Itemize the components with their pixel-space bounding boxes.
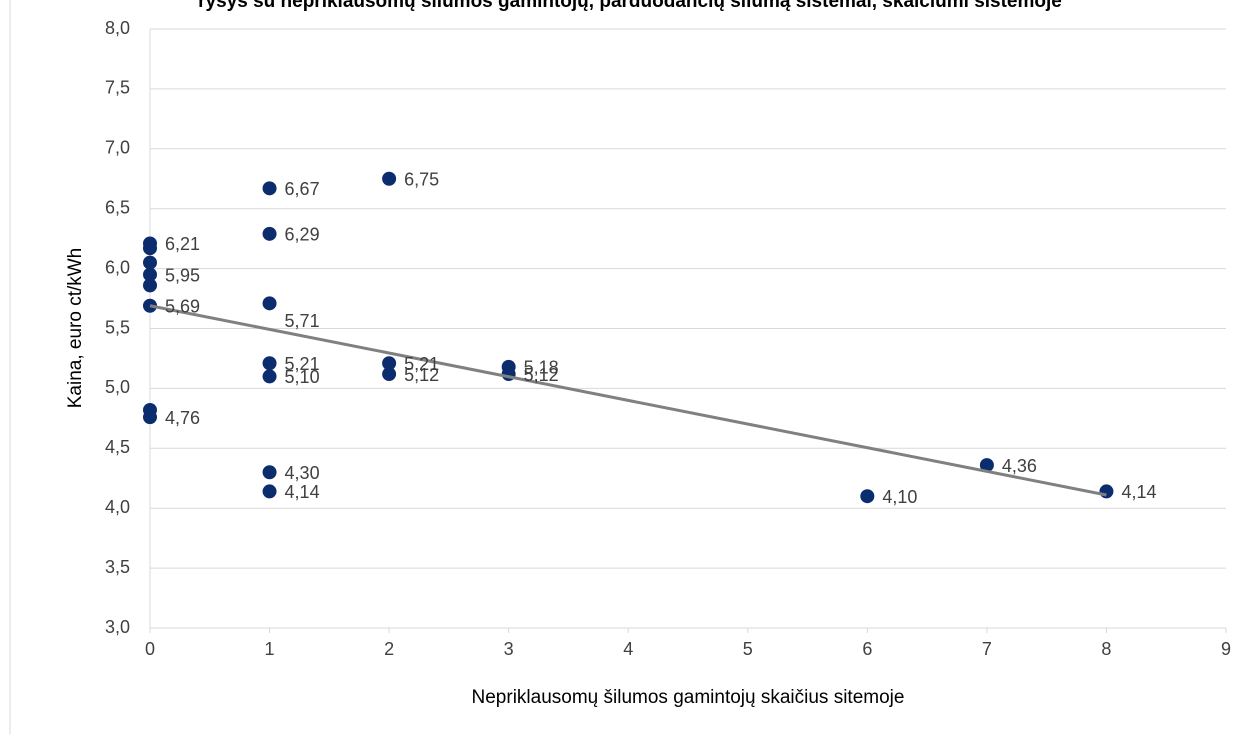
data-point — [143, 241, 157, 256]
y-tick-label: 7,5 — [105, 78, 130, 98]
data-label: 5,12 — [404, 365, 439, 385]
data-point — [262, 484, 277, 499]
data-label: 5,21 — [285, 354, 320, 374]
x-tick-label: 2 — [384, 639, 394, 659]
data-point — [143, 278, 157, 293]
data-label: 5,12 — [524, 365, 559, 385]
y-tick-label: 6,5 — [105, 197, 130, 217]
y-tick-label: 8,0 — [105, 18, 130, 38]
y-tick-label: 5,5 — [105, 317, 130, 337]
x-tick-label: 5 — [743, 639, 753, 659]
y-tick-label: 5,0 — [105, 377, 130, 397]
data-label: 4,14 — [1121, 482, 1156, 502]
y-tick-label: 7,0 — [105, 138, 130, 158]
y-tick-label: 6,0 — [105, 257, 130, 277]
x-tick-label: 7 — [982, 639, 992, 659]
data-label: 4,76 — [165, 408, 200, 428]
data-label: 6,75 — [404, 170, 439, 190]
y-tick-label: 4,0 — [105, 497, 130, 517]
data-label: 5,95 — [165, 265, 200, 285]
x-tick-label: 1 — [265, 639, 275, 659]
data-label: 4,14 — [285, 482, 320, 502]
data-label: 5,21 — [404, 354, 439, 374]
data-point — [143, 255, 157, 270]
data-label: 6,21 — [165, 234, 200, 254]
x-tick-label: 9 — [1221, 639, 1231, 659]
data-point — [143, 410, 157, 425]
data-label: 5,18 — [524, 358, 559, 378]
chart-title: ryšys su nepriklausomų šilumos gamintojų… — [198, 0, 1062, 12]
data-label: 5,71 — [285, 311, 320, 331]
data-point — [262, 369, 277, 384]
data-point — [262, 465, 277, 480]
data-label: 6,67 — [285, 179, 320, 199]
data-label: 4,36 — [1002, 456, 1037, 476]
data-point — [143, 267, 157, 282]
y-tick-label: 4,5 — [105, 437, 130, 457]
x-tick-label: 4 — [623, 639, 633, 659]
x-tick-label: 6 — [862, 639, 872, 659]
data-point — [382, 367, 397, 382]
data-point — [979, 458, 994, 473]
data-point — [860, 489, 875, 504]
data-label: 6,29 — [285, 225, 320, 245]
trendline — [149, 304, 1107, 497]
data-point — [262, 356, 277, 371]
data-label: 4,10 — [882, 487, 917, 507]
y-tick-label: 3,5 — [105, 557, 130, 577]
data-point — [382, 171, 397, 186]
data-point — [262, 181, 277, 196]
data-label: 5,69 — [165, 296, 200, 316]
x-axis-title: Nepriklausomų šilumos gamintojų skaičius… — [472, 687, 905, 708]
data-label: 5,10 — [285, 367, 320, 387]
data-label: 4,30 — [285, 463, 320, 483]
data-point — [262, 226, 277, 241]
x-tick-label: 8 — [1101, 639, 1111, 659]
data-point — [262, 296, 277, 311]
data-point — [382, 356, 397, 371]
y-tick-label: 3,0 — [105, 617, 130, 637]
x-tick-label: 0 — [145, 639, 155, 659]
x-tick-label: 3 — [504, 639, 514, 659]
data-point — [1099, 484, 1114, 499]
y-axis-title: Kaina, euro ct/kWh — [65, 248, 86, 409]
